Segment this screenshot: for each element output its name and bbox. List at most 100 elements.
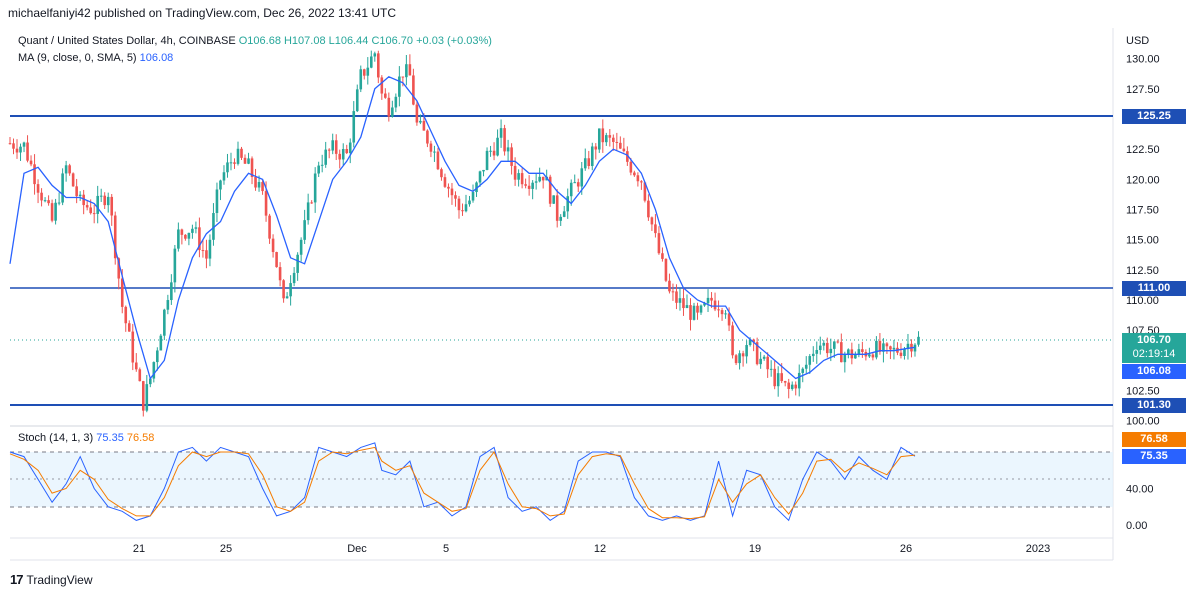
ohlc-values: O106.68 H107.08 L106.44 C106.70 +0.03 (+… <box>238 35 492 47</box>
stoch-legend[interactable]: Stoch (14, 1, 3) 75.35 76.58 <box>18 432 154 444</box>
candle-body <box>790 384 794 389</box>
candle-body <box>394 96 398 108</box>
candle-body <box>510 147 513 166</box>
candle-body <box>15 148 19 153</box>
candle-body <box>352 111 356 143</box>
candle-body <box>177 229 180 249</box>
footer-brand[interactable]: 17 TradingView <box>10 572 93 587</box>
candle-body <box>250 158 254 177</box>
candle-body <box>131 331 135 363</box>
candle-body <box>398 76 401 97</box>
candle-body <box>261 182 264 192</box>
candle-body <box>671 291 675 293</box>
tradingview-logo-icon: 17 <box>10 572 24 587</box>
candle-body <box>141 381 145 411</box>
candle-body <box>47 200 50 204</box>
stoch-axis: 40.00 0.00 <box>1126 484 1154 533</box>
candle-body <box>366 67 370 76</box>
candle-body <box>156 350 159 363</box>
candle-body <box>734 355 738 364</box>
candle-body <box>766 356 769 370</box>
candle-body <box>541 176 545 181</box>
candle-body <box>569 182 573 197</box>
candle-body <box>440 169 443 178</box>
candle-body <box>127 323 131 332</box>
candle-body <box>587 158 591 167</box>
candle-body <box>475 182 478 193</box>
candle-body <box>447 186 450 189</box>
candle-body <box>843 354 847 363</box>
stoch-d-value: 76.58 <box>126 432 155 444</box>
candle-body <box>769 368 773 370</box>
candle-body <box>240 148 243 158</box>
candle-body <box>913 344 917 352</box>
candle-body <box>580 168 584 187</box>
candle-body <box>113 215 117 259</box>
price-tick-label: 115.00 <box>1126 235 1159 247</box>
candle-body <box>331 140 335 151</box>
price-tick-label: 122.50 <box>1126 144 1160 156</box>
symbol-name: Quant / United States Dollar, 4h, COINBA… <box>18 35 236 47</box>
candle-body <box>748 339 752 346</box>
candle-body <box>369 56 373 68</box>
candle-body <box>159 335 163 351</box>
candle-body <box>917 336 920 345</box>
candle-body <box>615 141 619 143</box>
candle-body <box>292 272 296 284</box>
candle-body <box>531 182 534 189</box>
candle-body <box>906 343 910 350</box>
candle-body <box>871 354 875 358</box>
price-tick-label: 120.00 <box>1126 174 1160 186</box>
candle-body <box>633 172 636 176</box>
candle-body <box>289 283 292 297</box>
candle-body <box>433 151 436 153</box>
publisher-line: michaelfaniyi42 published on TradingView… <box>8 6 397 20</box>
candle-body <box>54 202 57 221</box>
ma-legend[interactable]: MA (9, close, 0, SMA, 5) 106.08 <box>18 52 173 64</box>
candle-body <box>422 120 426 131</box>
time-tick-label: 2023 <box>1026 543 1050 555</box>
candle-body <box>454 195 457 199</box>
candle-body <box>636 175 640 182</box>
candle-body <box>496 137 499 156</box>
candle-body <box>29 160 33 165</box>
candle-body <box>703 303 706 306</box>
candle-body <box>706 297 710 304</box>
candle-body <box>96 195 99 214</box>
candle-body <box>552 195 555 204</box>
candle-body <box>861 349 864 352</box>
candle-body <box>503 128 506 152</box>
candle-body <box>489 150 492 152</box>
candle-body <box>833 341 836 349</box>
candle-body <box>776 373 780 387</box>
candle-body <box>405 64 408 78</box>
candle-body <box>811 353 815 357</box>
candle-body <box>443 177 447 187</box>
candle-body <box>145 384 149 411</box>
candle-body <box>243 157 247 164</box>
candle-body <box>296 254 299 273</box>
symbol-legend[interactable]: Quant / United States Dollar, 4h, COINBA… <box>18 35 492 47</box>
candle-body <box>180 229 184 235</box>
candle-body <box>601 128 605 143</box>
candle-body <box>759 358 762 365</box>
candle-body <box>741 353 745 357</box>
candle-body <box>506 147 510 152</box>
candle-body <box>184 234 187 239</box>
candle-body <box>299 239 303 255</box>
candle-body <box>471 192 475 201</box>
last-price-value: 106.70 <box>1137 334 1171 346</box>
candle-body <box>82 194 85 206</box>
candle-body <box>517 173 520 180</box>
candle-body <box>699 305 703 313</box>
candle-body <box>306 202 310 221</box>
candle-body <box>429 143 433 152</box>
candle-body <box>622 148 626 152</box>
time-tick-label: 25 <box>220 543 232 555</box>
candle-body <box>317 165 320 174</box>
candle-body <box>762 356 766 359</box>
candle-body <box>829 348 833 354</box>
candle-body <box>678 298 682 303</box>
brand-name: TradingView <box>26 572 93 587</box>
